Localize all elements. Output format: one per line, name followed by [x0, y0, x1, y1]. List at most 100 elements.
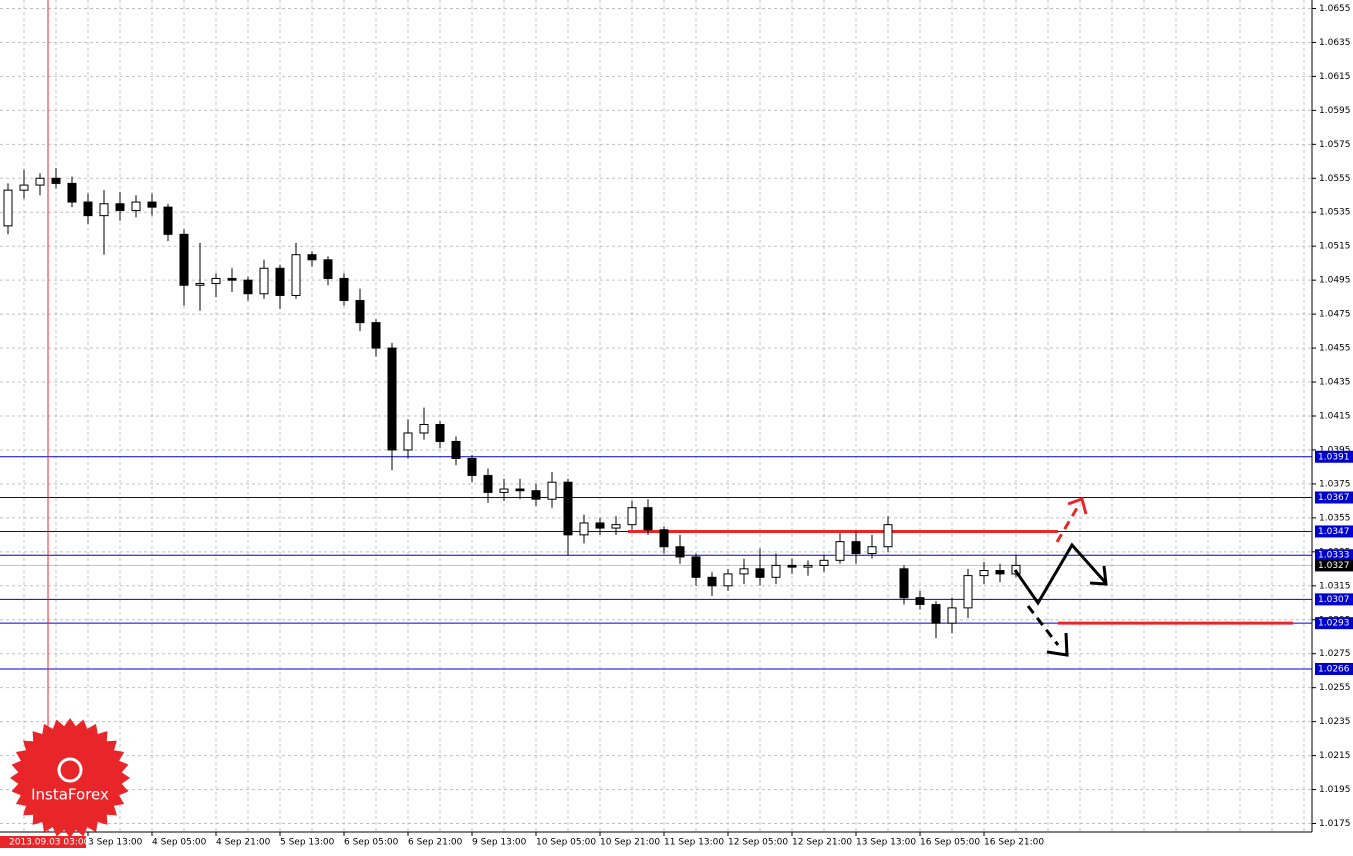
levels	[0, 456, 1312, 670]
candle-body	[467, 457, 477, 476]
level-label-box	[1315, 662, 1353, 675]
candle-body	[867, 546, 877, 555]
candle-body	[275, 267, 285, 296]
level-label: 1.0347	[1318, 527, 1350, 537]
candle-body	[947, 607, 957, 624]
candle-body	[51, 177, 61, 184]
candle-body	[451, 440, 461, 459]
y-tick-label: 1.0615	[1319, 72, 1351, 82]
y-tick-label: 1.0535	[1319, 208, 1351, 218]
y-tick-label: 1.0475	[1319, 310, 1351, 320]
x-tick-label: 6 Sep 21:00	[408, 838, 463, 848]
y-tick-label: 1.0595	[1319, 106, 1351, 116]
candle-body	[387, 347, 397, 451]
y-tick-label: 1.0635	[1319, 38, 1351, 48]
x-tick-label: 12 Sep 21:00	[792, 838, 852, 848]
x-tick-label: 10 Sep 21:00	[600, 838, 660, 848]
x-tick-label: 9 Sep 13:00	[472, 838, 527, 848]
level-label: 1.0333	[1318, 551, 1350, 561]
candle-body	[291, 254, 301, 296]
y-tick-label: 1.0575	[1319, 140, 1351, 150]
candle-body	[179, 233, 189, 286]
candle-body	[115, 203, 125, 212]
current-price-label: 1.0327	[1318, 561, 1350, 571]
candle-body	[243, 279, 253, 295]
candle-body	[995, 570, 1005, 575]
candle-body	[963, 575, 973, 609]
y-tick-label: 1.0515	[1319, 242, 1351, 252]
level-label-box	[1315, 549, 1353, 562]
y-tick-label: 1.0215	[1319, 751, 1351, 761]
candles	[3, 168, 1021, 639]
grid	[0, 0, 1312, 832]
candle-body	[595, 522, 605, 529]
logo: InstaForex	[10, 718, 130, 838]
candle-body	[739, 568, 749, 575]
arrow-head	[1046, 632, 1069, 657]
candle-body	[211, 277, 221, 285]
y-tick-label: 1.0175	[1319, 819, 1351, 829]
level-label-box	[1315, 491, 1353, 504]
candle-body	[611, 524, 621, 529]
candle-body	[755, 568, 765, 578]
candle-body	[227, 277, 237, 281]
y-tick-label: 1.0195	[1319, 785, 1351, 795]
cursor-label: 2013.09.03 03:00	[9, 838, 90, 848]
logo-text: InstaForex	[31, 786, 109, 804]
candle-body	[3, 189, 13, 227]
candle-body	[547, 481, 557, 500]
x-tick-label: 6 Sep 05:00	[344, 838, 399, 848]
y-tick-label: 1.0395	[1319, 445, 1351, 455]
y-tick-label: 1.0355	[1319, 513, 1351, 523]
candle-body	[883, 524, 893, 548]
candle-body	[819, 559, 829, 566]
up-arrow	[1055, 502, 1082, 543]
candle-body	[579, 522, 589, 536]
level-label-box	[1315, 525, 1353, 538]
x-tick-label: 16 Sep 21:00	[984, 838, 1044, 848]
candle-body	[643, 507, 653, 531]
candle-body	[979, 570, 989, 577]
y-tick-label: 1.0455	[1319, 344, 1351, 354]
y-tick-label: 1.0255	[1319, 683, 1351, 693]
candle-body	[851, 541, 861, 555]
current-price-box	[1315, 559, 1353, 572]
candle-body	[915, 597, 925, 605]
candle-body	[499, 488, 509, 493]
forecast-path	[1013, 542, 1107, 606]
candle-body	[163, 206, 173, 235]
candle-body	[131, 201, 141, 212]
candle-body	[835, 541, 845, 561]
candle-body	[19, 184, 29, 191]
level-label-box	[1315, 593, 1353, 606]
x-tick-label: 5 Sep 13:00	[280, 838, 335, 848]
candle-body	[675, 546, 685, 558]
candle-body	[403, 432, 413, 451]
y-tick-label: 1.0275	[1319, 649, 1351, 659]
x-tick-label: 10 Sep 05:00	[536, 838, 596, 848]
y-tick-label: 1.0415	[1319, 412, 1351, 422]
x-tick-label: 13 Sep 13:00	[856, 838, 916, 848]
candle-body	[339, 277, 349, 302]
candle-body	[83, 201, 93, 217]
candle-body	[803, 564, 813, 568]
candle-body	[307, 254, 317, 261]
level-label: 1.0391	[1318, 452, 1350, 462]
candle-body	[435, 423, 445, 442]
level-label-box	[1315, 617, 1353, 630]
candle-body	[259, 267, 269, 295]
candle-body	[771, 564, 781, 578]
axis-labels: 1.0175 1.0195 1.0215 1.0235 1.0255 1.0275 1.02…	[87, 4, 1353, 848]
candle-body	[931, 603, 941, 624]
level-label: 1.0367	[1318, 493, 1350, 503]
x-tick-label: 11 Sep 13:00	[664, 838, 724, 848]
annotations	[1013, 497, 1108, 657]
level-label-box	[1315, 450, 1353, 463]
candle-body	[627, 507, 637, 526]
x-tick-label: 12 Sep 05:00	[728, 838, 788, 848]
y-tick-label: 1.0315	[1319, 581, 1351, 591]
y-tick-label: 1.0435	[1319, 378, 1351, 388]
arrow-head	[1067, 497, 1088, 515]
